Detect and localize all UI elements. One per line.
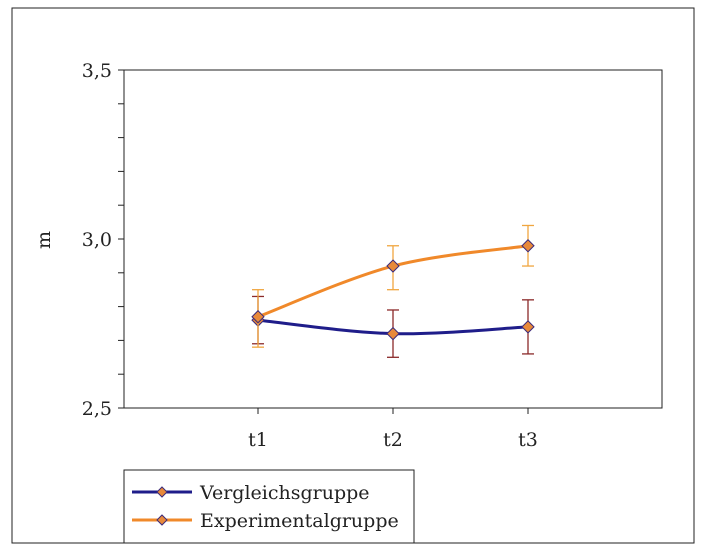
- x-tick-label: t3: [518, 429, 538, 451]
- x-axis: t1 t2 t3: [248, 408, 538, 451]
- legend-label: Experimentalgruppe: [200, 510, 399, 532]
- legend-item: Experimentalgruppe: [132, 510, 399, 532]
- y-axis-label: m: [33, 231, 55, 249]
- legend-box: [123, 469, 415, 544]
- series-layer: [251, 224, 535, 358]
- y-tick-label: 3,5: [82, 60, 112, 82]
- y-axis: 2,5 3,0 3,5: [82, 60, 124, 420]
- x-tick-label: t1: [248, 429, 268, 451]
- data-point: [521, 320, 535, 334]
- legend: Vergleichsgruppe Experimentalgruppe: [132, 482, 399, 532]
- data-point: [251, 310, 265, 324]
- data-point: [386, 326, 400, 341]
- data-point: [521, 239, 535, 253]
- legend-item: Vergleichsgruppe: [132, 482, 370, 504]
- y-tick-label: 2,5: [82, 398, 112, 420]
- legend-marker: [156, 486, 168, 498]
- data-point: [386, 259, 400, 273]
- legend-label: Vergleichsgruppe: [199, 482, 370, 504]
- series-experimentalgruppe: [251, 224, 535, 348]
- legend-marker: [156, 514, 168, 526]
- y-tick-label: 3,0: [82, 229, 112, 251]
- x-tick-label: t2: [383, 429, 403, 451]
